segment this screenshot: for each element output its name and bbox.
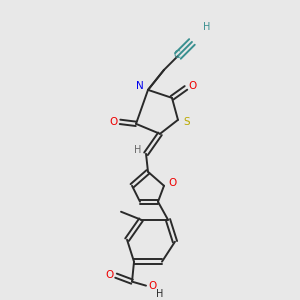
Text: H: H bbox=[203, 22, 211, 32]
Text: H: H bbox=[134, 145, 142, 155]
Text: O: O bbox=[105, 270, 113, 280]
Text: O: O bbox=[109, 117, 117, 127]
Text: H: H bbox=[156, 289, 164, 298]
Text: C: C bbox=[174, 50, 180, 60]
Text: O: O bbox=[189, 81, 197, 91]
Text: O: O bbox=[169, 178, 177, 188]
Text: S: S bbox=[184, 117, 190, 127]
Text: O: O bbox=[149, 280, 157, 291]
Text: N: N bbox=[136, 81, 144, 91]
